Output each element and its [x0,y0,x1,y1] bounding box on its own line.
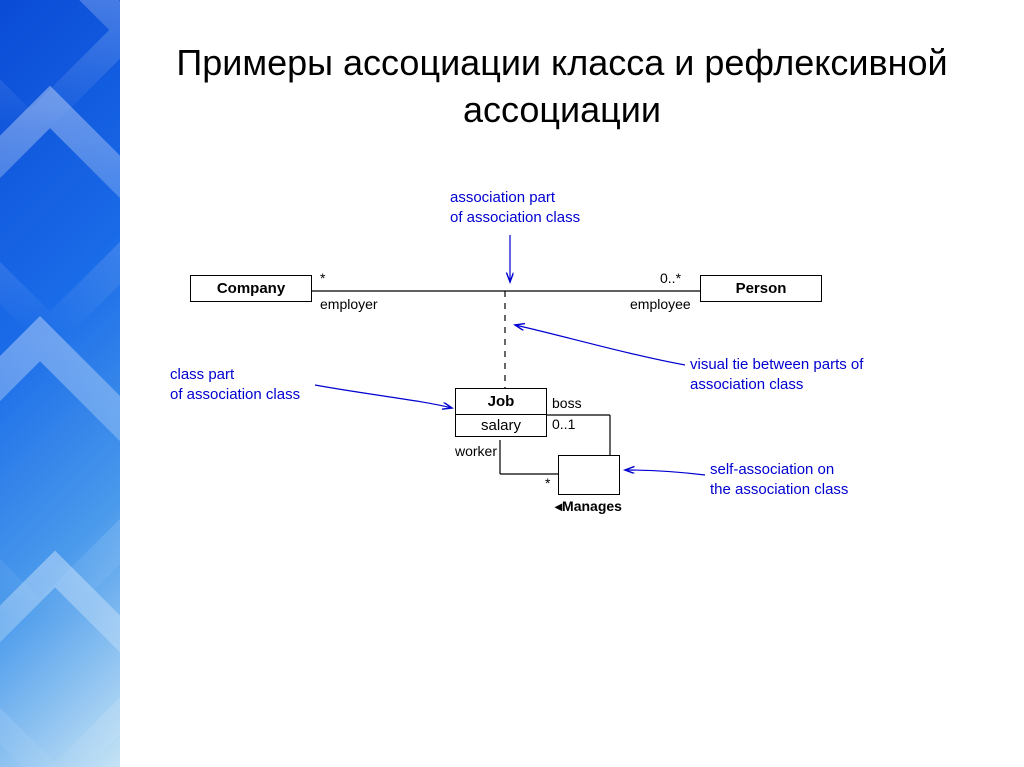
class-company-name: Company [191,276,311,301]
class-job-attr: salary [456,414,546,436]
class-job-name: Job [456,389,546,414]
assoc-class-end-box [558,455,620,495]
mult-person: 0..* [660,270,681,286]
role-employer: employer [320,296,378,312]
class-job: Job salary [455,388,547,437]
class-company: Company [190,275,312,302]
diagram-lines [140,170,1000,730]
decorative-sidebar [0,0,120,767]
assoc-name-manages: ◂Manages [555,498,622,515]
role-employee: employee [630,296,691,312]
annotation-left: class part of association class [170,365,300,404]
annotation-right2: self-association on the association clas… [710,460,848,499]
mult-worker: * [545,475,550,491]
class-person-name: Person [701,276,821,301]
mult-boss: 0..1 [552,416,575,432]
role-worker: worker [455,443,497,459]
mult-company: * [320,270,325,286]
annotation-right1: visual tie between parts of association … [690,355,863,394]
slide-title: Примеры ассоциации класса и рефлексивной… [120,40,1004,134]
uml-diagram: Company Person Job salary * employer 0..… [140,170,1000,730]
role-boss: boss [552,395,582,411]
direction-arrow-icon: ◂ [555,498,562,514]
class-person: Person [700,275,822,302]
annotation-top: association part of association class [450,188,580,227]
